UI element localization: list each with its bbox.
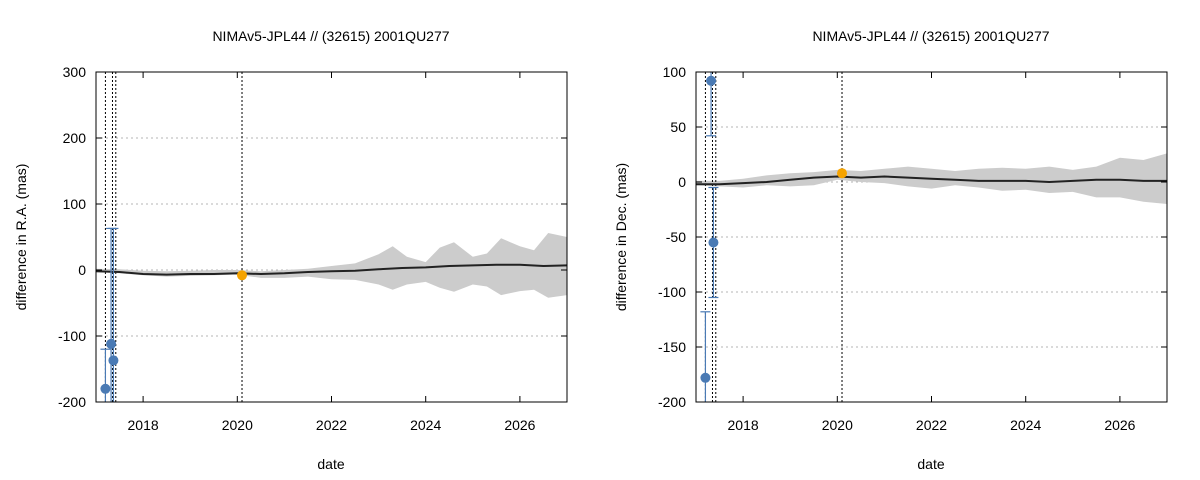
observation-point xyxy=(100,383,111,394)
difference-line xyxy=(696,175,1167,186)
plot-frame xyxy=(95,71,568,403)
observation-point xyxy=(108,355,119,366)
x-axis-label: date xyxy=(917,456,944,472)
y-tick-label: 0 xyxy=(678,174,686,190)
x-tick-label: 2022 xyxy=(916,417,947,433)
x-tick-label: 2020 xyxy=(822,417,853,433)
x-tick-label: 2020 xyxy=(222,417,253,433)
y-axis-label: difference in Dec. (mas) xyxy=(613,163,629,311)
x-tick-label: 2022 xyxy=(316,417,347,433)
y-tick-label: -150 xyxy=(658,339,686,355)
ra-difference-chart: NIMAv5-JPL44 // (32615) 2001QU277 date d… xyxy=(13,28,568,472)
y-tick-label: 50 xyxy=(670,119,686,135)
y-tick-label: 200 xyxy=(63,130,87,146)
x-tick-label: 2024 xyxy=(1010,417,1041,433)
y-tick-label: -100 xyxy=(58,328,86,344)
chart-title: NIMAv5-JPL44 // (32615) 2001QU277 xyxy=(212,28,449,44)
y-tick-label: 300 xyxy=(63,64,87,80)
x-tick-label: 2026 xyxy=(504,417,535,433)
uncertainty-band xyxy=(96,233,567,298)
x-axis-label: date xyxy=(317,456,344,472)
y-tick-label: 0 xyxy=(78,262,86,278)
x-tick-label: 2024 xyxy=(410,417,441,433)
observation-point xyxy=(706,75,717,86)
x-tick-label: 2018 xyxy=(728,417,759,433)
observation-point xyxy=(708,237,719,248)
y-axis-label: difference in R.A. (mas) xyxy=(13,164,29,311)
y-tick-label: 100 xyxy=(663,64,687,80)
reference-point xyxy=(837,168,848,179)
y-tick-label: -50 xyxy=(666,229,686,245)
y-tick-label: -200 xyxy=(658,394,686,410)
y-tick-label: -200 xyxy=(58,394,86,410)
x-tick-label: 2018 xyxy=(128,417,159,433)
reference-point xyxy=(237,270,248,281)
y-tick-label: -100 xyxy=(658,284,686,300)
x-tick-label: 2026 xyxy=(1104,417,1135,433)
difference-line xyxy=(95,263,568,276)
y-tick-label: 100 xyxy=(63,196,87,212)
observation-point xyxy=(106,338,117,349)
dec-difference-chart: NIMAv5-JPL44 // (32615) 2001QU277 date d… xyxy=(613,28,1168,472)
observation-point xyxy=(700,372,711,383)
chart-title: NIMAv5-JPL44 // (32615) 2001QU277 xyxy=(812,28,1049,44)
